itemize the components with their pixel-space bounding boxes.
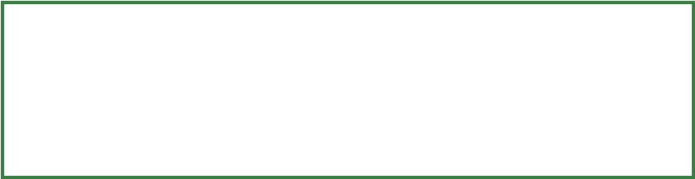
Polygon shape <box>466 133 493 155</box>
Polygon shape <box>566 91 593 113</box>
Bar <box>448 133 680 155</box>
Text: (VOTE FOR 1): (VOTE FOR 1) <box>10 28 90 40</box>
Polygon shape <box>436 91 463 113</box>
Polygon shape <box>426 133 453 155</box>
Bar <box>448 133 523 155</box>
Polygon shape <box>516 133 543 155</box>
Polygon shape <box>436 133 463 155</box>
Polygon shape <box>456 91 483 113</box>
Polygon shape <box>496 91 523 113</box>
Polygon shape <box>446 91 473 113</box>
Polygon shape <box>476 133 503 155</box>
Bar <box>12 138 24 150</box>
Polygon shape <box>476 91 503 113</box>
Polygon shape <box>466 91 493 113</box>
Polygon shape <box>526 91 553 113</box>
Polygon shape <box>516 91 543 113</box>
Polygon shape <box>426 91 453 113</box>
Polygon shape <box>506 133 533 155</box>
Bar <box>448 133 523 155</box>
Polygon shape <box>526 133 553 155</box>
FancyBboxPatch shape <box>2 2 693 177</box>
Polygon shape <box>446 133 473 155</box>
Polygon shape <box>456 133 483 155</box>
Polygon shape <box>506 91 533 113</box>
Polygon shape <box>596 91 623 113</box>
Polygon shape <box>606 91 633 113</box>
Text: Early In-Person Votes:: Early In-Person Votes: <box>498 64 632 74</box>
Polygon shape <box>556 91 583 113</box>
Polygon shape <box>586 91 613 113</box>
Polygon shape <box>496 133 523 155</box>
Text: Vote-by-Mail Votes: Partially Reported: Vote-by-Mail Votes: Partially Reported <box>205 64 431 74</box>
Text: 849: 849 <box>352 96 378 108</box>
Polygon shape <box>546 91 573 113</box>
Text: 407: 407 <box>352 137 378 151</box>
Text: +: + <box>12 14 21 25</box>
Text: Michael Kan (NON): Michael Kan (NON) <box>32 96 143 108</box>
Text: Marc R. Kotora (NON): Marc R. Kotora (NON) <box>32 137 158 151</box>
Text: 67.60%: 67.60% <box>396 96 444 108</box>
Bar <box>448 91 605 113</box>
Polygon shape <box>486 91 513 113</box>
Bar <box>12 96 24 108</box>
Text: Scanners Uploaded: 3 of 3 (100%): Scanners Uploaded: 3 of 3 (100%) <box>507 27 686 37</box>
FancyBboxPatch shape <box>10 13 23 26</box>
Polygon shape <box>576 91 603 113</box>
Bar <box>2 2 693 77</box>
Text: 32.40%: 32.40% <box>396 137 444 151</box>
Bar <box>448 91 605 113</box>
Text: Complete: Complete <box>628 64 684 74</box>
Polygon shape <box>536 91 563 113</box>
Text: SOLON COUNCIL WARD 04: SOLON COUNCIL WARD 04 <box>29 13 224 25</box>
Bar <box>448 91 680 113</box>
Polygon shape <box>486 133 513 155</box>
